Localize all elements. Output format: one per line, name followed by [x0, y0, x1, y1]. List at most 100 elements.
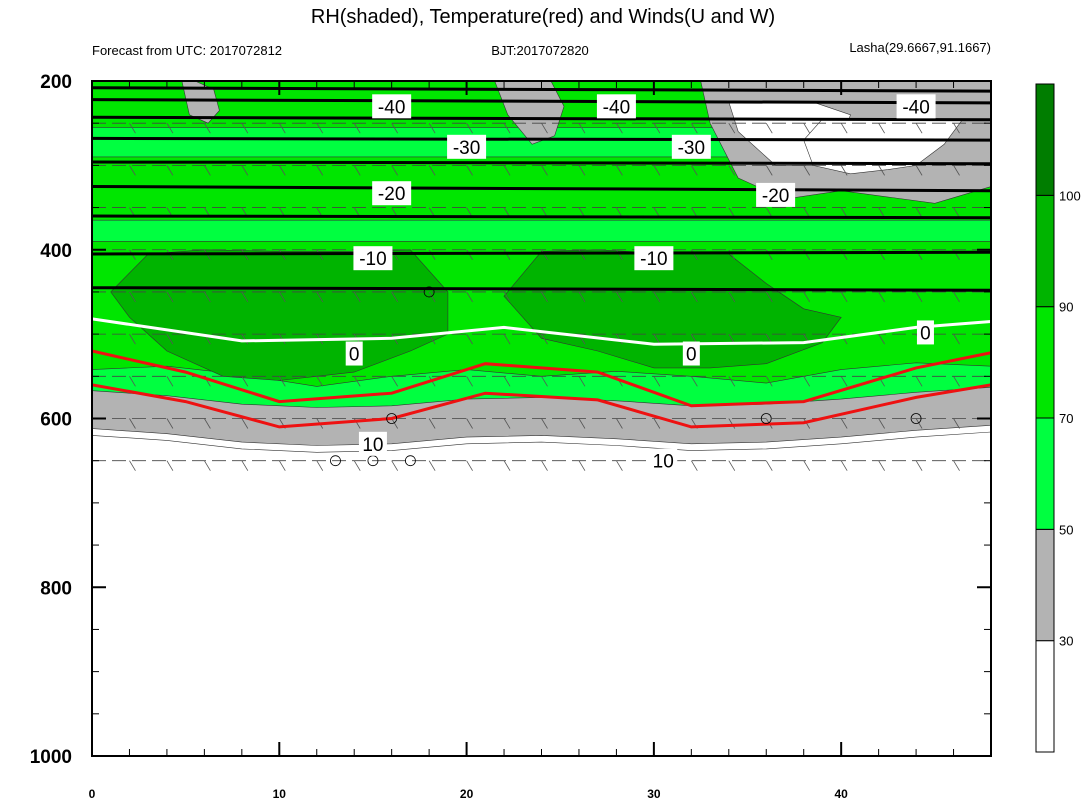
wind-barb — [129, 165, 136, 176]
wind-barb — [915, 291, 923, 303]
wind-barb — [840, 291, 848, 303]
wind-barb — [129, 333, 136, 345]
wind-barb — [316, 460, 324, 471]
wind-barb — [840, 376, 848, 387]
wind-barb — [915, 418, 923, 429]
wind-barb — [353, 376, 361, 387]
wind-barb — [166, 460, 174, 471]
wind-barb — [803, 460, 811, 471]
calm-marker — [330, 455, 341, 467]
wind-barb — [728, 376, 736, 387]
rh-shading — [92, 81, 991, 756]
wind-barb — [428, 122, 436, 134]
x-tick-label: 30 — [647, 787, 661, 801]
wind-barb — [466, 333, 473, 345]
plot-area: -40 -40 -40 -30 -30 -20 -20 -10 -10 0 0 0 10 10 — [92, 81, 991, 756]
wind-barb — [391, 291, 399, 303]
contour-label: -10 — [640, 249, 667, 270]
wind-barb — [428, 418, 436, 429]
wind-barb — [129, 122, 136, 134]
wind-barb — [353, 291, 361, 303]
contour-labels: -40 -40 -40 -30 -30 -20 -20 -10 -10 0 0 0 10 10 — [345, 94, 936, 473]
colorbar-segment — [1035, 83, 1055, 196]
y-tick-label: 600 — [40, 410, 72, 431]
colorbar-label: 50 — [1059, 522, 1073, 537]
wind-barb — [466, 122, 473, 134]
wind-barb — [803, 376, 811, 387]
colorbar-segment — [1035, 417, 1055, 530]
wind-barb — [204, 418, 211, 429]
wind-barb — [878, 418, 885, 429]
wind-barb — [503, 418, 511, 429]
isotherm-minus30 — [92, 160, 991, 166]
wind-barb — [653, 122, 661, 134]
wind-barb — [915, 376, 923, 387]
wind-barb — [690, 376, 698, 387]
wind-barb — [578, 376, 586, 387]
wind-barb — [840, 207, 848, 218]
wind-barb — [166, 418, 174, 429]
contour-label: -20 — [762, 186, 789, 207]
contour-label: 10 — [362, 435, 383, 456]
wind-barb — [503, 249, 511, 260]
wind-barb — [765, 291, 773, 303]
wind-barb — [878, 291, 885, 303]
colorbar-segment — [1035, 640, 1055, 753]
wind-barb — [653, 165, 661, 176]
isotherm-warm-lower — [92, 383, 991, 429]
rh-moist-region-1 — [110, 249, 449, 381]
wind-barb — [353, 460, 361, 471]
wind-barb — [391, 376, 399, 387]
wind-barb — [391, 460, 399, 471]
rh-dry-region-5 — [803, 118, 964, 175]
isotherm-minus30 — [92, 136, 991, 142]
wind-barb — [953, 291, 960, 303]
isotherm-0 — [92, 317, 991, 346]
rh-band-mid-50-70 — [92, 219, 991, 242]
wind-barb — [129, 291, 136, 303]
isotherm-minus40 — [92, 98, 991, 105]
wind-barb — [466, 165, 473, 176]
wind-barb — [166, 122, 174, 134]
calm-marker — [760, 413, 772, 424]
chart-title: RH(shaded), Temperature(red) and Winds(U… — [311, 6, 775, 28]
contour-label-box — [671, 134, 711, 159]
colorbar-label: 30 — [1059, 634, 1073, 649]
temperature-isotherms — [92, 86, 991, 429]
wind-barb — [166, 165, 174, 176]
wind-barb — [878, 333, 885, 345]
wind-barb — [278, 122, 286, 134]
wind-barb — [803, 122, 811, 134]
rh-dry-region-1 — [181, 81, 220, 124]
wind-barb — [840, 165, 848, 176]
wind-barb — [915, 122, 923, 134]
calm-marker — [423, 286, 435, 298]
contour-label-box — [372, 181, 412, 206]
wind-barb — [466, 376, 473, 387]
wind-barb — [616, 291, 623, 303]
wind-barb — [953, 122, 960, 134]
wind-barb — [878, 460, 885, 471]
contour-label-box — [596, 94, 636, 119]
wind-barb — [204, 122, 211, 134]
wind-barb — [878, 165, 885, 176]
wind-barb — [241, 165, 249, 176]
wind-barb — [391, 165, 399, 176]
colorbar-segment — [1035, 194, 1055, 308]
wind-barb — [840, 333, 848, 345]
wind-barb — [616, 418, 623, 429]
contour-label-box — [682, 341, 700, 366]
wind-barb — [578, 418, 586, 429]
wind-barb — [204, 460, 211, 471]
wind-barb — [953, 460, 960, 471]
isotherm-minus10 — [92, 250, 991, 256]
wind-barb — [129, 376, 136, 387]
wind-barb — [166, 291, 174, 303]
wind-barb — [466, 291, 473, 303]
wind-barb — [578, 122, 586, 134]
y-tick-label: 400 — [40, 241, 72, 262]
wind-barb — [541, 165, 548, 176]
contour-label: -40 — [603, 97, 630, 118]
x-tick-label: 40 — [834, 787, 848, 801]
wind-barb — [503, 333, 511, 345]
